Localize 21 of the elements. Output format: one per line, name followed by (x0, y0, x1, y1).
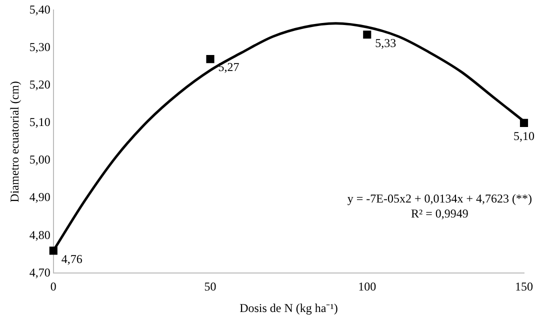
data-label: 5,10 (514, 129, 534, 144)
y-tick-label: 5,30 (29, 40, 50, 54)
x-tick-label: 100 (358, 280, 376, 294)
annotation: y = -7E-05x2 + 0,0134x + 4,7623 (**) (347, 191, 532, 206)
x-tick-label: 0 (50, 280, 56, 294)
y-tick-label: 5,10 (29, 115, 50, 130)
x-tick-label: 150 (515, 280, 533, 294)
y-tick-label: 4,80 (29, 228, 50, 242)
y-tick-label: 5,40 (29, 2, 50, 16)
x-axis-title: Dosis de N (kg ha⁻¹) (240, 300, 338, 315)
y-axis-title: Diametro ecuatorial (cm) (7, 81, 22, 202)
point (363, 30, 372, 39)
y-tick-label: 5,00 (29, 152, 50, 167)
x-tick-label: 50 (204, 280, 216, 294)
y-tick-label: 4,70 (29, 265, 50, 280)
y-tick-label: 5,20 (29, 78, 50, 92)
annotation: R² = 0,9949 (411, 206, 468, 220)
point (206, 55, 214, 64)
y-tick-label: 4,90 (29, 190, 50, 204)
data-label: 4,76 (61, 252, 82, 266)
data-label: 5,33 (375, 36, 396, 50)
